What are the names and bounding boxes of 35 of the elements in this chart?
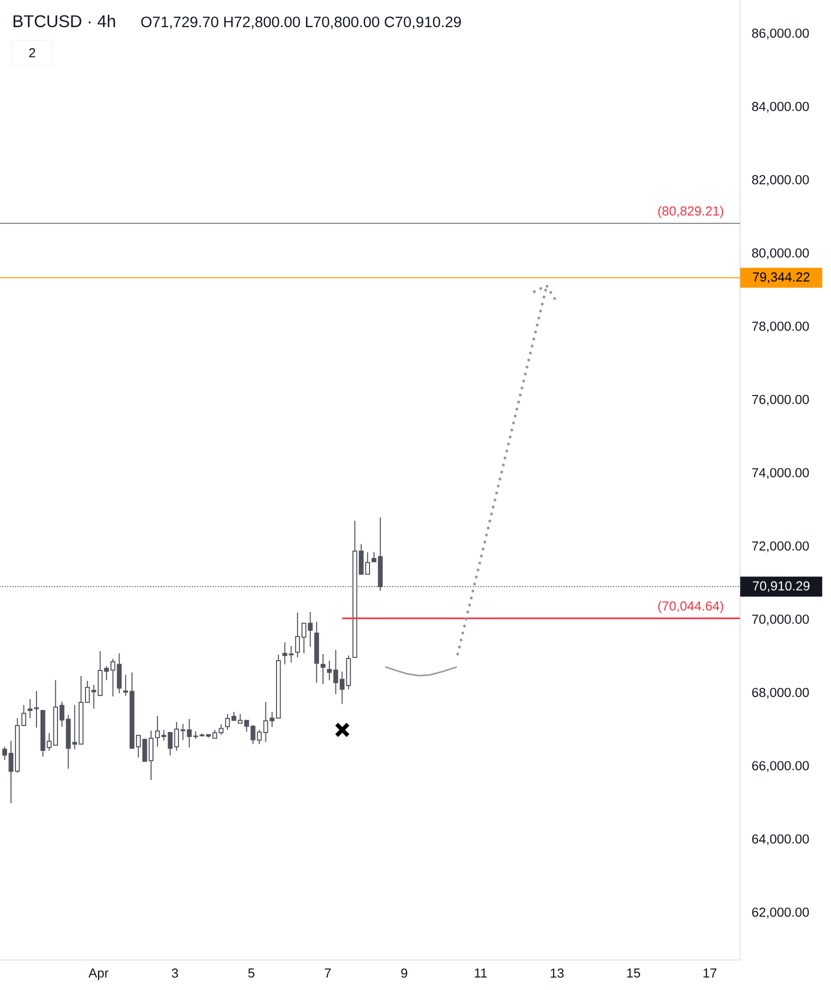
- y-tick-label: 76,000.00: [752, 394, 809, 406]
- x-tick-label: Apr: [88, 968, 108, 980]
- x-tick-label: 15: [627, 968, 640, 978]
- y-tick-label: 80,000.00: [752, 248, 809, 260]
- candlestick: [288, 646, 294, 663]
- y-tick-label: 64,000.00: [752, 834, 809, 846]
- ref-line-label: 79,344.22: [752, 272, 810, 284]
- annotation: (70,044.64): [658, 601, 724, 614]
- y-tick-label: 70,000.00: [752, 614, 809, 626]
- candlestick: [282, 642, 288, 665]
- x-tick-label: 3: [172, 968, 178, 978]
- x-tick-label: 11: [474, 968, 487, 978]
- text: BTCUSD · 4h: [14, 14, 115, 28]
- x-tick-label: 13: [550, 968, 564, 978]
- y-tick-label: 78,000.00: [752, 322, 809, 332]
- y-tick-label: 72,000.00: [752, 541, 809, 552]
- x-tick-label: 5: [248, 968, 254, 978]
- annotation: (80,829.21): [658, 206, 724, 218]
- x-tick-label: 7: [324, 968, 331, 978]
- candlestick: [320, 654, 326, 685]
- candlestick: [352, 520, 358, 658]
- annotation: 2: [29, 48, 36, 58]
- text: O71,729.70 H72,800.00 L70,800.00 C70,910.29: [141, 16, 461, 29]
- y-tick-label: 66,000.00: [752, 761, 809, 772]
- line-series: [384, 666, 458, 676]
- y-tick-label: 86,000.00: [752, 28, 809, 40]
- candlestick: [314, 621, 320, 684]
- y-tick-label: 68,000.00: [752, 688, 809, 699]
- y-tick-label: 62,000.00: [752, 908, 809, 918]
- y-tick-label: 82,000.00: [752, 175, 809, 186]
- x-tick-label: 17: [704, 968, 716, 978]
- x-tick-label: 9: [401, 968, 408, 978]
- y-tick-label: 74,000.00: [752, 468, 809, 479]
- y-tick-label: 84,000.00: [752, 102, 809, 113]
- ref-line-label: 70,910.29: [752, 581, 810, 592]
